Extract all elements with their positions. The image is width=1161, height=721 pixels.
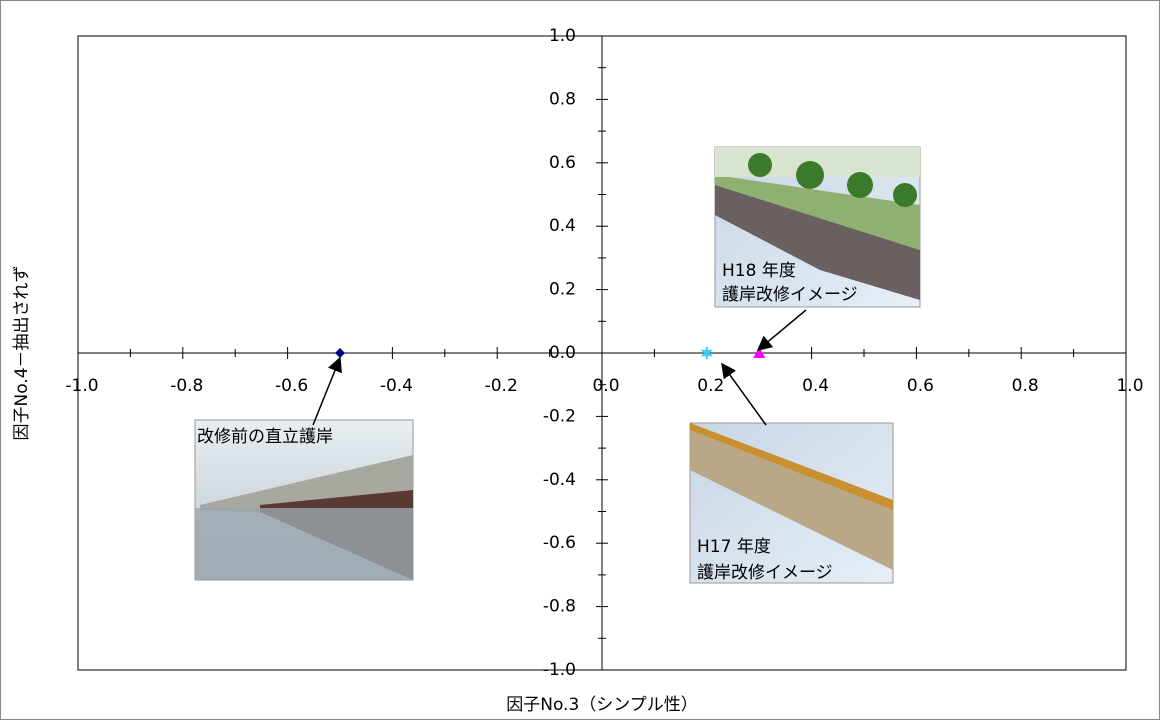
point [700, 346, 713, 360]
annotation-arrow [312, 356, 342, 426]
y-tick-label: 1.0 [549, 26, 576, 46]
annotation-text: 護岸改修イメージ [697, 563, 833, 583]
photo-h18 [714, 146, 921, 308]
y-tick-label: -0.2 [543, 406, 576, 426]
x-tick-label: 0.2 [697, 376, 724, 396]
y-axis-title: 因子No.4－抽出されず [12, 265, 32, 440]
photo-before [194, 419, 414, 581]
x-tick-label: -0.4 [380, 376, 413, 396]
x-tick-label: -1.0 [65, 376, 98, 396]
y-tick-label: -0.8 [543, 597, 576, 617]
x-axis-title: 因子No.3（シンプル性） [506, 695, 698, 715]
photo-h17 [689, 422, 894, 584]
y-tick-label: -0.6 [543, 533, 576, 553]
annotation-arrow [756, 309, 807, 351]
point [753, 347, 766, 358]
annotation-text: 改修前の直立護岸 [197, 427, 333, 447]
annotation-arrow [721, 362, 767, 426]
annotation-text: H17 年度 [697, 537, 771, 557]
x-tick-label: 0.0 [592, 376, 619, 396]
x-tick-label: -0.8 [170, 376, 203, 396]
y-tick-label: 0.0 [549, 343, 576, 363]
point [335, 348, 345, 358]
y-tick-label: 0.8 [549, 89, 576, 109]
y-tick-label: 0.6 [549, 153, 576, 173]
x-tick-label: 1.0 [1116, 376, 1143, 396]
annotation-text: 護岸改修イメージ [722, 285, 858, 305]
x-tick-label: 0.6 [907, 376, 934, 396]
x-tick-label: -0.6 [275, 376, 308, 396]
x-tick-label: 0.4 [802, 376, 829, 396]
y-tick-label: 0.4 [549, 216, 576, 236]
y-tick-label: -0.4 [543, 470, 576, 490]
x-tick-label: -0.2 [485, 376, 518, 396]
y-tick-label: -1.0 [543, 660, 576, 680]
x-tick-label: 0.8 [1012, 376, 1039, 396]
annotation-text: H18 年度 [722, 261, 796, 281]
y-tick-label: 0.2 [549, 280, 576, 300]
